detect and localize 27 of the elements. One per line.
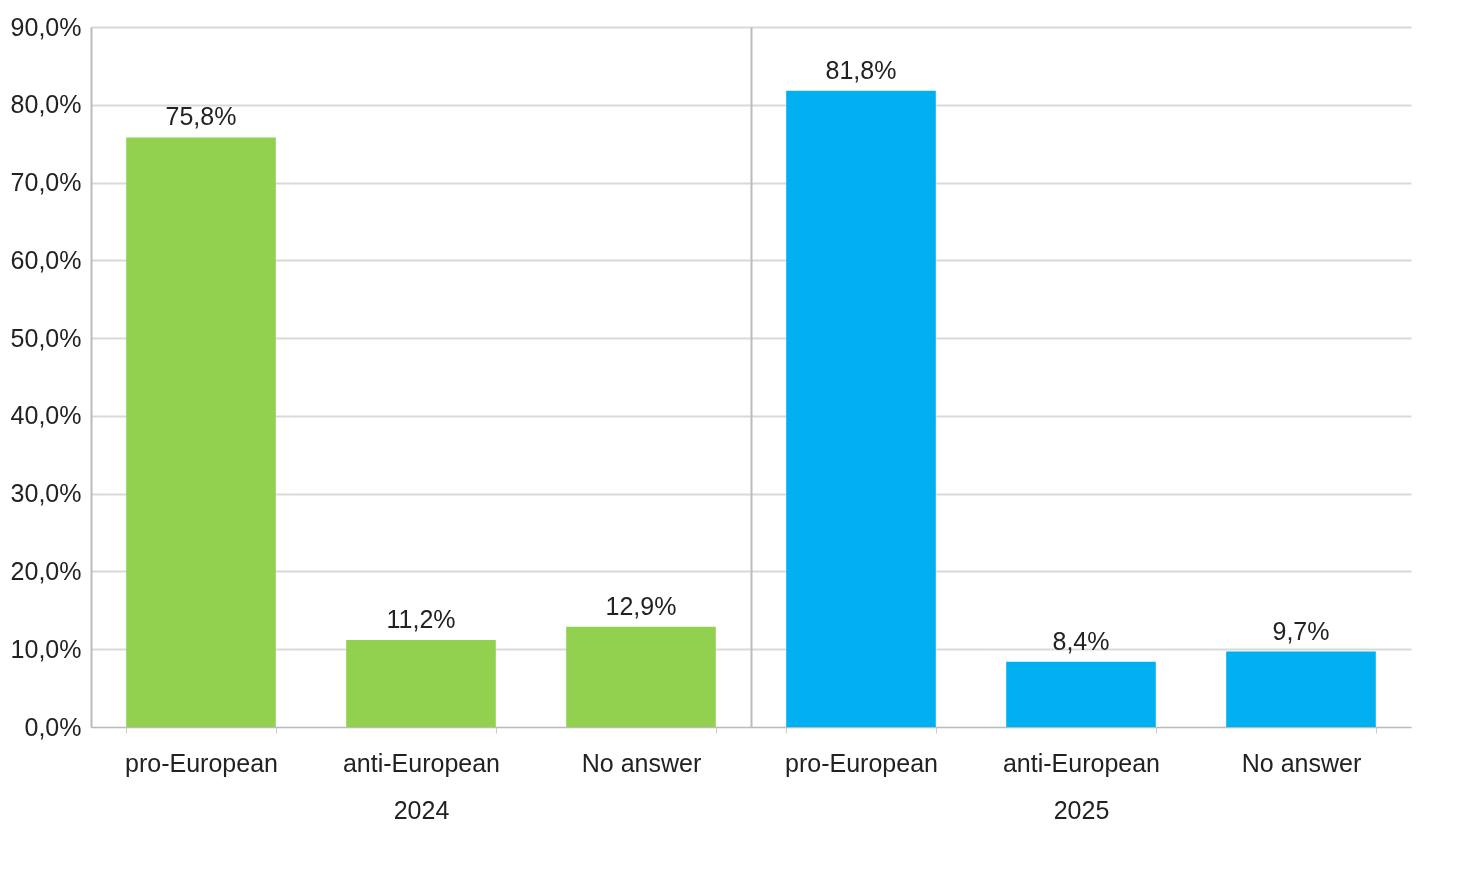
y-tick-label: 20,0% — [10, 556, 82, 585]
x-axis-title: 2024 — [393, 795, 450, 824]
data-label: 11,2% — [386, 604, 456, 633]
y-tick-label: 10,0% — [10, 634, 82, 663]
x-tick-label: No answer — [581, 748, 702, 777]
y-tick-label: 70,0% — [10, 168, 82, 197]
x-tick-label: pro-European — [125, 748, 278, 777]
x-tick-label: pro-European — [785, 748, 938, 777]
y-tick-label: 60,0% — [10, 245, 82, 274]
bar — [346, 639, 496, 727]
y-tick-label: 50,0% — [10, 323, 82, 352]
x-tick-label: anti-European — [342, 748, 501, 777]
data-label: 8,4% — [1052, 626, 1110, 655]
data-label: 81,8% — [825, 55, 897, 84]
y-tick-label: 40,0% — [10, 401, 82, 430]
data-label: 9,7% — [1272, 616, 1330, 645]
bar — [566, 626, 716, 727]
x-axis-title: 2025 — [1053, 795, 1110, 824]
y-tick-label: 80,0% — [10, 90, 82, 119]
data-label: 75,8% — [165, 102, 237, 131]
x-tick-label: No answer — [1241, 748, 1362, 777]
x-tick-label: anti-European — [1002, 748, 1161, 777]
y-tick-label: 0,0% — [24, 712, 82, 741]
y-tick-label: 30,0% — [10, 479, 82, 508]
y-tick-label: 90,0% — [10, 12, 82, 41]
data-label: 12,9% — [605, 591, 677, 620]
bar — [126, 137, 276, 727]
